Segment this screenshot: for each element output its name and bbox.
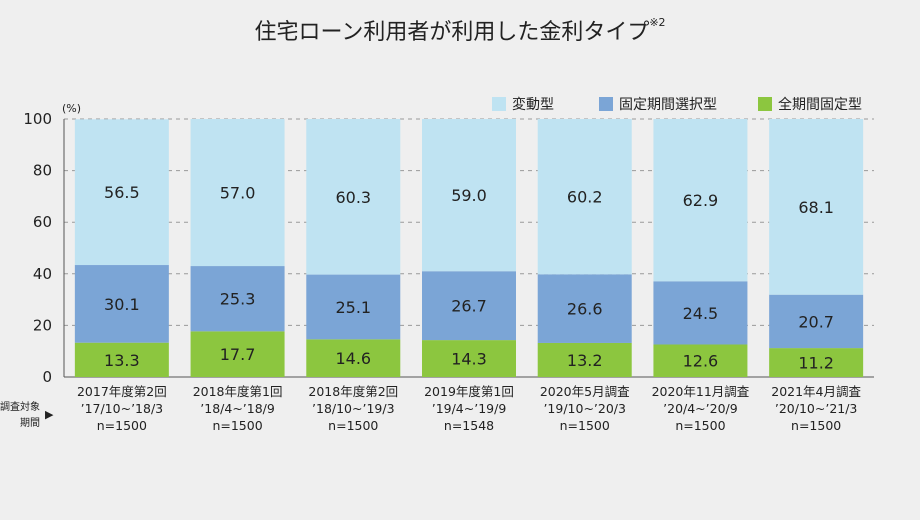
data-label: 20.7: [798, 312, 834, 331]
data-label: 12.6: [683, 352, 719, 371]
y-tick-label: 0: [42, 368, 52, 386]
y-tick-label: 20: [33, 316, 52, 334]
x-tick-label: 2018年度第2回: [308, 384, 398, 399]
data-label: 59.0: [451, 186, 487, 205]
data-label: 26.6: [567, 300, 603, 319]
bar-segment: [769, 294, 864, 349]
x-tick-label: 2019年度第1回: [424, 384, 514, 399]
bar-segment: [190, 331, 285, 377]
data-label: 26.7: [451, 297, 487, 316]
data-label: 14.3: [451, 350, 487, 369]
data-label: 57.0: [220, 184, 256, 203]
bar-segment: [769, 119, 864, 295]
bar-segment: [306, 119, 401, 275]
y-tick-label: 60: [33, 213, 52, 231]
x-tick-label: ’20/10~’21/3: [775, 401, 858, 416]
bar-segment: [422, 271, 516, 341]
bar-segment: [306, 274, 401, 340]
x-tick-label: ’18/4~’18/9: [200, 401, 275, 416]
data-label: 68.1: [798, 198, 834, 217]
data-label: 24.5: [683, 304, 719, 323]
bar-segment: [306, 339, 401, 377]
legend-label: 変動型: [512, 96, 554, 113]
x-tick-label: n=1548: [444, 418, 494, 433]
data-label: 13.3: [104, 351, 140, 370]
x-tick-label: n=1500: [97, 418, 147, 433]
bar-segment: [190, 266, 285, 332]
bar-segment: [653, 119, 748, 282]
y-tick-label: 80: [33, 162, 52, 180]
x-side-marker: ▶: [45, 408, 54, 421]
x-tick-label: n=1500: [212, 418, 262, 433]
bar-segment: [190, 119, 285, 267]
x-tick-label: 2017年度第2回: [77, 384, 167, 399]
bar-segment: [537, 119, 632, 275]
bar-segment: [74, 265, 169, 343]
data-label: 62.9: [683, 191, 719, 210]
legend-label: 全期間固定型: [778, 96, 862, 113]
bar-segment: [537, 274, 632, 343]
x-tick-label: 2018年度第1回: [193, 384, 283, 399]
chart-title: 住宅ローン利用者が利用した金利タイプ※2: [0, 14, 920, 46]
x-tick-label: ’19/10~’20/3: [543, 401, 626, 416]
x-side-label: 期間: [20, 417, 40, 429]
bar-segment: [422, 119, 516, 272]
y-tick-label: 100: [23, 110, 52, 128]
data-label: 60.3: [335, 188, 371, 207]
x-tick-label: n=1500: [675, 418, 725, 433]
data-label: 56.5: [104, 183, 140, 202]
data-label: 13.2: [567, 351, 603, 370]
bar-segment: [74, 119, 169, 266]
data-label: 17.7: [220, 345, 256, 364]
legend-label: 固定期間選択型: [619, 97, 717, 113]
data-label: 11.2: [798, 354, 834, 373]
legend-swatch: [599, 97, 613, 111]
bar-segment: [653, 281, 748, 345]
bar-segment: [74, 342, 169, 377]
data-label: 25.3: [220, 290, 256, 309]
bar-segment: [653, 344, 748, 377]
x-tick-label: ’20/4~’20/9: [663, 401, 738, 416]
x-tick-label: 2020年11月調査: [652, 384, 750, 399]
data-label: 14.6: [335, 349, 371, 368]
chart-title-text: 住宅ローン利用者が利用した金利タイプ: [254, 20, 650, 45]
data-label: 25.1: [335, 298, 371, 317]
x-tick-label: n=1500: [560, 418, 610, 433]
y-axis-unit: (%): [62, 102, 81, 115]
data-label: 30.1: [104, 295, 140, 314]
chart-title-note: ※2: [649, 16, 666, 29]
x-tick-label: n=1500: [328, 418, 378, 433]
legend-swatch: [758, 97, 772, 111]
bar-segment: [769, 348, 864, 377]
x-tick-label: ’17/10~’18/3: [81, 401, 164, 416]
bar-segment: [537, 342, 632, 377]
x-tick-label: 2020年5月調査: [540, 384, 630, 399]
x-tick-label: ’18/10~’19/3: [312, 401, 395, 416]
x-tick-label: 2021年4月調査: [771, 384, 861, 399]
bar-segment: [422, 340, 516, 377]
x-tick-label: ’19/4~’19/9: [432, 401, 507, 416]
data-label: 60.2: [567, 188, 603, 207]
x-side-label: 調査対象: [0, 400, 40, 413]
legend-swatch: [492, 97, 506, 111]
x-tick-label: n=1500: [791, 418, 841, 433]
y-tick-label: 40: [33, 265, 52, 283]
